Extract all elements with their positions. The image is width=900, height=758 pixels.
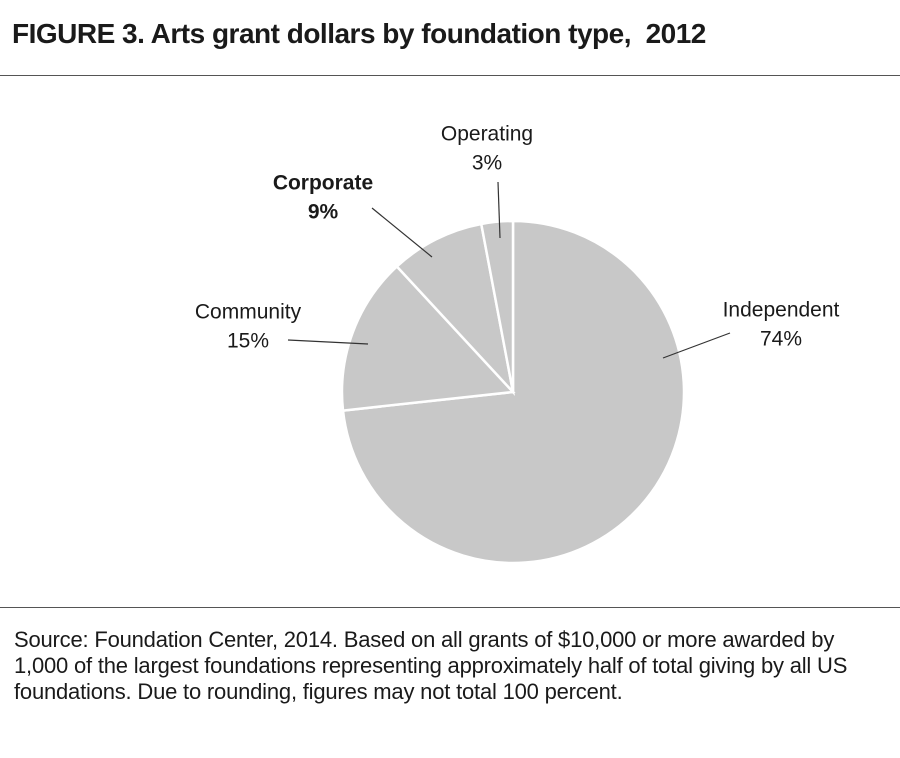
pie-slice [340, 264, 516, 412]
slice-label: Operating [441, 123, 533, 146]
divider [0, 607, 900, 608]
value-label: 15% [227, 330, 269, 353]
slice-label: Corporate [273, 172, 373, 195]
slice-label: Independent [723, 299, 840, 322]
chart: Independent 74% Community 15% Corporate 9% Ope… [195, 123, 840, 565]
value-label: 3% [472, 152, 502, 175]
slice-label: Community [195, 301, 302, 324]
value-label: 74% [760, 328, 802, 351]
source-note: Source: Foundation Center, 2014. Based o… [14, 627, 848, 704]
leader-line [287, 339, 369, 345]
leader-line [371, 207, 433, 258]
pie-slice [479, 219, 515, 393]
divider [0, 75, 900, 76]
leader-line [662, 332, 731, 359]
value-label: 9% [308, 201, 339, 224]
pie-slice [395, 222, 516, 397]
chart-title: FIGURE 3. Arts grant dollars by foundati… [12, 18, 706, 49]
leader-line [497, 181, 501, 239]
